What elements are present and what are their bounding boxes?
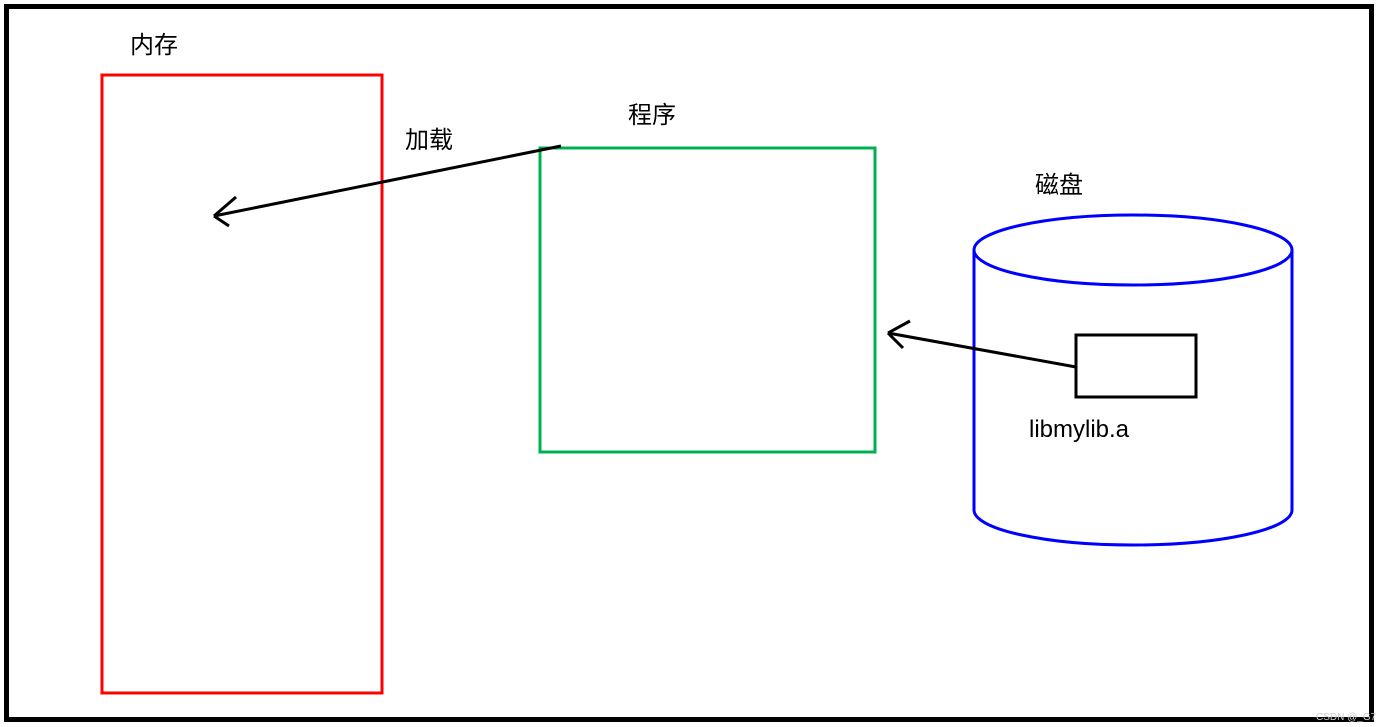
program-rect	[540, 148, 875, 452]
load-arrow-line	[214, 146, 561, 216]
lib-file-box	[1076, 335, 1196, 397]
disk-to-program-arrow-line	[888, 333, 1076, 367]
disk-bottom-arc	[974, 510, 1292, 545]
diagram-svg	[0, 0, 1384, 727]
memory-rect	[102, 75, 382, 693]
disk-top-ellipse	[974, 215, 1292, 285]
